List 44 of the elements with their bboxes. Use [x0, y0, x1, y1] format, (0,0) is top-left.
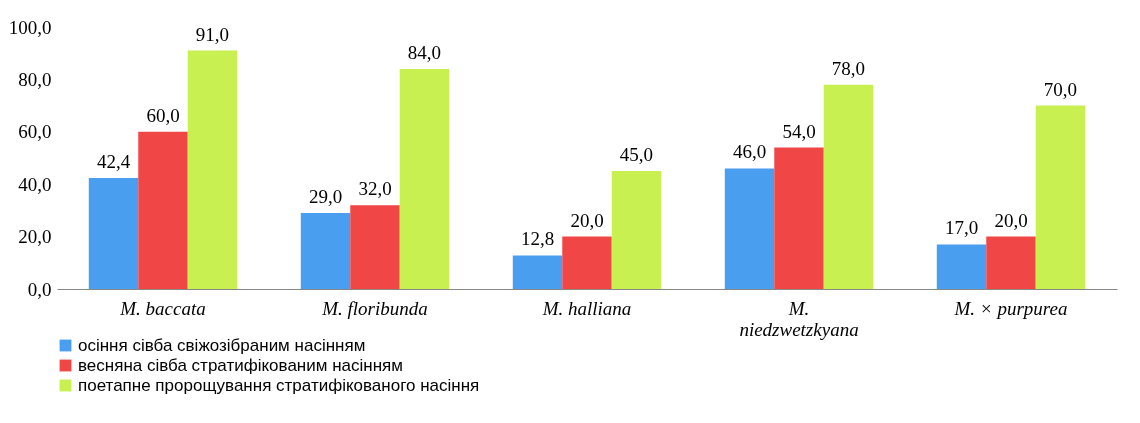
x-tick-label: M. baccata	[119, 297, 206, 319]
data-label: 60,0	[146, 104, 180, 126]
data-label: 84,0	[407, 41, 442, 63]
legend-label: осіння сівба свіжозібраним насінням	[78, 335, 366, 355]
data-label: 32,0	[358, 178, 392, 200]
x-tick-label: M. halliana	[541, 297, 632, 319]
data-label: 42,4	[96, 150, 131, 172]
bar	[88, 177, 139, 289]
data-label: 54,0	[782, 120, 816, 142]
data-label: 20,0	[994, 209, 1028, 231]
bar	[512, 255, 563, 289]
y-tick-label: 80,0	[18, 68, 52, 90]
bar	[562, 236, 612, 289]
legend-label: поетапне пророщування стратифікованого насіння	[78, 375, 480, 395]
bar	[823, 84, 874, 289]
bar	[399, 68, 450, 289]
bar	[300, 213, 351, 289]
x-tick-label: M. floribunda	[321, 297, 428, 319]
y-tick-label: 20,0	[18, 226, 52, 248]
y-tick-label: 100,0	[8, 16, 52, 38]
data-label: 78,0	[831, 57, 866, 79]
data-label: 45,0	[619, 144, 654, 166]
x-tick-label: M. niedzwetzkyana	[739, 297, 859, 340]
bar	[187, 50, 238, 289]
bar	[350, 205, 400, 289]
bar	[774, 147, 824, 289]
y-tick-label: 40,0	[18, 173, 52, 195]
y-tick-label: 0,0	[27, 278, 52, 300]
x-tick-label: M. × purpurea	[953, 297, 1068, 319]
y-tick-label: 60,0	[18, 121, 52, 143]
data-label: 70,0	[1043, 78, 1078, 100]
data-label: 91,0	[195, 23, 230, 45]
data-label: 12,8	[520, 228, 555, 250]
bar	[611, 171, 662, 289]
bar	[936, 244, 987, 289]
data-label: 17,0	[944, 217, 979, 239]
bar	[1035, 105, 1086, 289]
bar	[138, 131, 188, 289]
legend-label: весняна сівба стратифікованим насінням	[78, 355, 403, 375]
bar	[724, 168, 775, 289]
data-label: 46,0	[732, 141, 767, 163]
data-label: 20,0	[570, 209, 604, 231]
data-label: 29,0	[308, 186, 343, 208]
bar	[986, 236, 1036, 289]
